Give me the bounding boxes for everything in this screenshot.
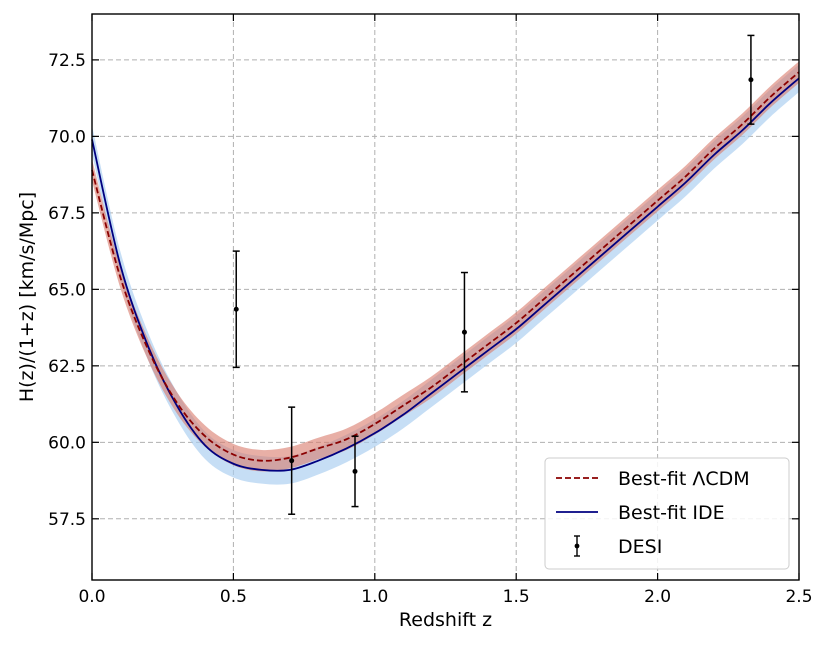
y-tick-label: 60.0 [48, 433, 86, 453]
x-tick-label: 2.0 [644, 587, 671, 607]
line-layer [91, 71, 800, 472]
desi-marker [352, 468, 358, 474]
line-ide [91, 77, 800, 472]
y-tick-label: 62.5 [48, 357, 86, 377]
y-axis-label: H(z)/(1+z) [km/s/Mpc] [16, 192, 38, 402]
legend-box [544, 457, 790, 570]
line-lcdm [91, 71, 800, 462]
desi-marker [461, 329, 467, 335]
desi-point [351, 435, 359, 508]
point-layer [232, 34, 755, 515]
legend-label-ide: Best-fit IDE [618, 502, 725, 524]
desi-point [747, 34, 755, 125]
tick-layer: 0.0 0.5 1.0 1.5 2.0 2.5 57.5 60.0 62.5 65.0 67.5 70… [48, 14, 813, 607]
y-tick-label: 67.5 [48, 204, 86, 224]
x-axis-label: Redshift z [399, 609, 492, 631]
band-lcdm [92, 61, 799, 472]
y-tick-label: 57.5 [48, 510, 86, 530]
x-tick-label: 0.0 [78, 587, 105, 607]
x-tick-label: 0.5 [220, 587, 247, 607]
desi-marker [233, 306, 239, 312]
desi-marker [748, 77, 754, 83]
x-tick-label: 1.0 [361, 587, 388, 607]
plot-frame [91, 13, 800, 581]
y-tick-label: 70.0 [48, 127, 86, 147]
desi-marker [289, 458, 295, 464]
x-tick-label: 2.5 [785, 587, 812, 607]
grid-layer [92, 14, 799, 580]
y-tick-label: 72.5 [48, 51, 86, 71]
legend: Best-fit ΛCDM Best-fit IDE DESI [544, 457, 790, 570]
band-layer [92, 61, 799, 485]
x-tick-label: 1.5 [503, 587, 530, 607]
desi-point [288, 406, 296, 515]
desi-point [460, 271, 468, 393]
legend-label-lcdm: Best-fit ΛCDM [618, 468, 750, 490]
legend-label-desi: DESI [618, 536, 662, 558]
desi-point [232, 250, 240, 369]
legend-swatch-desi [574, 535, 580, 557]
y-tick-label: 65.0 [48, 280, 86, 300]
